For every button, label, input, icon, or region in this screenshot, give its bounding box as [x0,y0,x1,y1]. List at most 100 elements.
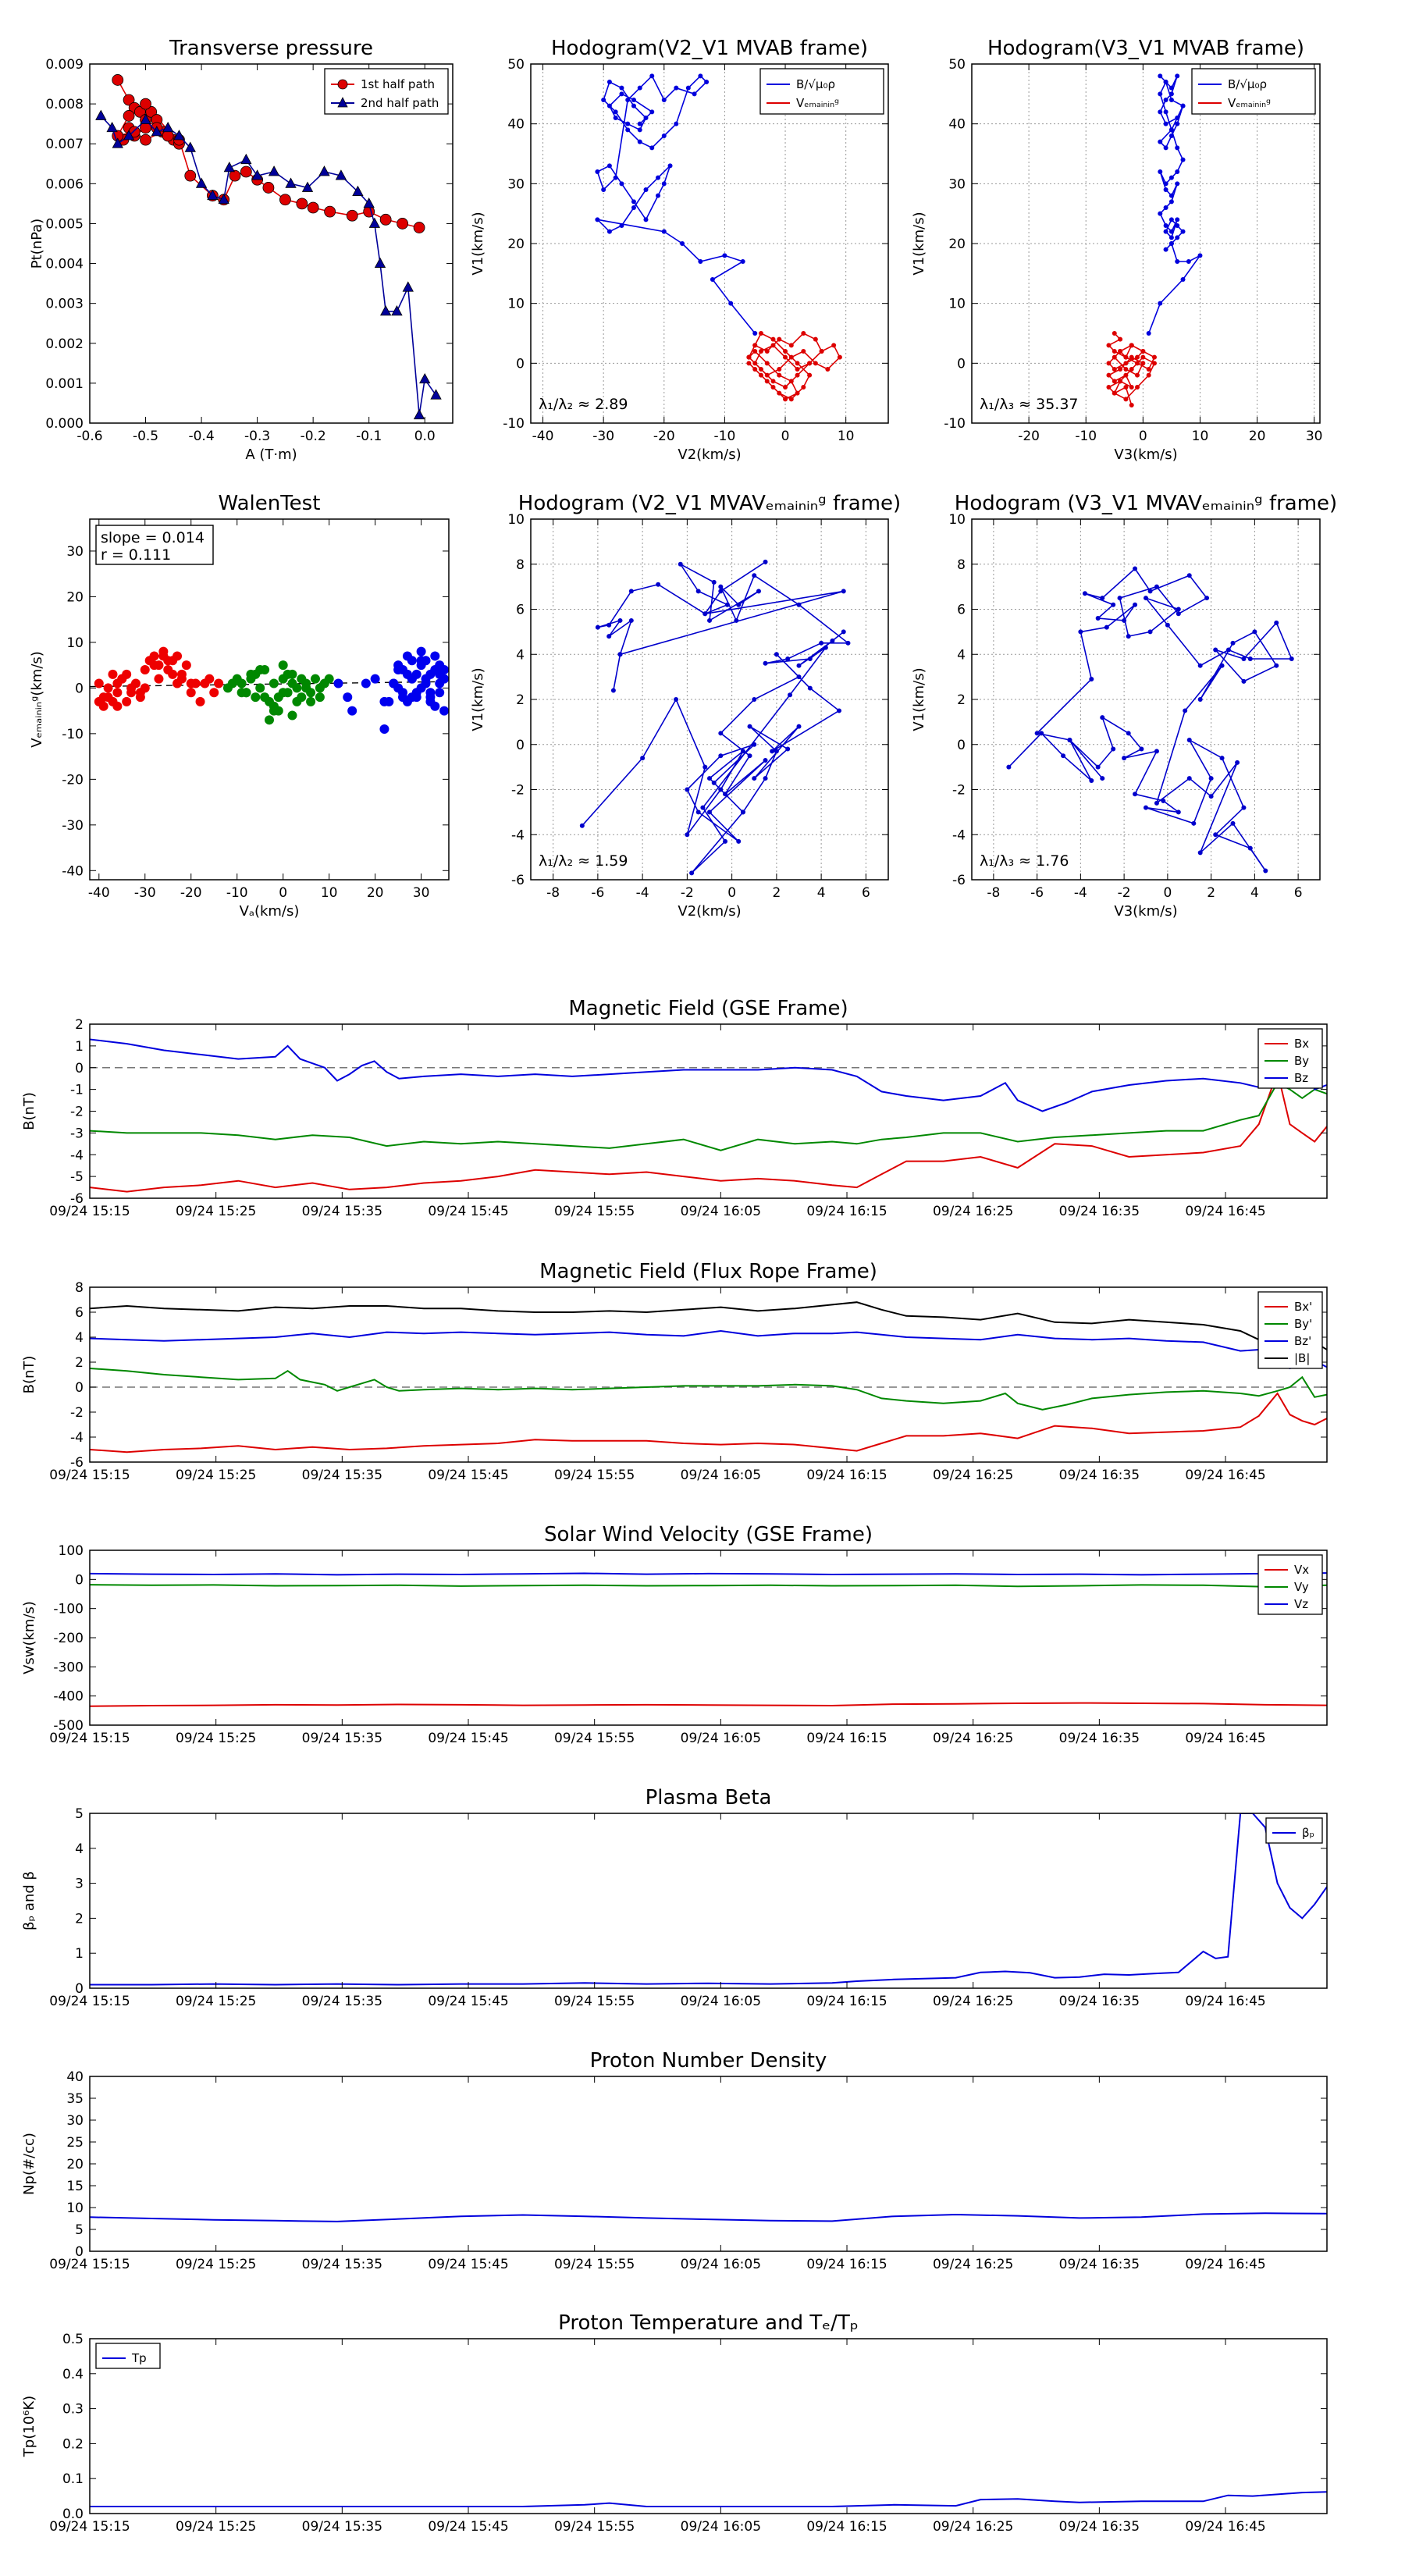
data-point [758,349,763,354]
data-point [661,133,667,138]
legend: 1st half path 2nd half path [324,68,449,115]
data-point [347,706,357,716]
data-point [656,175,661,180]
data-point [379,213,392,226]
data-point [251,692,261,703]
x-tick-label: 09/24 16:45 [1185,1994,1265,2009]
data-point [785,656,791,662]
chart-hodo_v2_mvav: Hodogram (V2_V1 MVAVₑₘₐᵢₙᵢₙᵍ frame) -8 -6 -… [470,492,901,920]
series-line [90,1813,1327,1986]
x-tick-label: 09/24 15:25 [176,2519,256,2535]
data-point [260,692,270,703]
data-point [1061,753,1066,759]
y-tick-label: -10 [944,416,966,432]
x-tick-label: -20 [180,885,202,901]
data-point [1175,169,1180,174]
y-tick-label: 20 [66,589,84,605]
legend-marker [337,79,348,90]
data-point [154,674,164,684]
y-tick-label: 0.008 [45,97,84,112]
data-point [758,331,763,336]
x-tick-label: -6 [591,885,604,901]
data-point [606,163,612,169]
data-point [1175,259,1180,264]
data-point [788,343,794,348]
y-tick-label: 1 [75,1039,84,1055]
data-point [1168,217,1174,222]
data-point [1225,647,1231,653]
data-point [1163,229,1168,234]
data-point [1112,379,1117,384]
x-tick-label: 6 [862,885,870,901]
data-point [1175,223,1180,228]
data-point [112,74,124,86]
data-point [123,110,135,122]
legend: Bx' By' Bz' |B| [1257,1291,1323,1369]
axes-frame [89,1813,1328,1989]
data-point [788,379,794,384]
x-tick-label: -0.6 [76,429,102,444]
data-point [1197,663,1203,668]
x-tick-label: 09/24 15:15 [49,2257,130,2272]
y-axis-label: Pt(nPa) [29,219,45,269]
x-tick-label: 09/24 16:35 [1059,1731,1140,1746]
plot-area [579,559,851,876]
data-point [393,660,404,671]
plot-area [595,73,842,402]
data-point [122,669,132,679]
y-axis-label: Vₑₘₐᵢₙᵢₙᵍ(km/s) [29,651,45,748]
x-tick-label: 0 [781,429,790,444]
data-point [698,259,703,264]
data-point [218,193,229,205]
x-tick-label: 09/24 15:15 [49,2519,130,2535]
data-point [251,169,263,180]
y-tick-label: 5 [75,1806,84,1822]
data-point [1039,731,1044,736]
plot-area [90,2491,1327,2507]
data-point [807,685,813,691]
data-point [135,688,145,698]
y-tick-label: -2 [70,1405,84,1421]
data-point [1219,756,1225,761]
x-tick-label: -40 [532,429,554,444]
x-tick-label: 30 [413,885,430,901]
data-point [637,85,642,91]
series-0 [94,646,224,711]
data-point [140,664,150,674]
data-point [106,121,118,133]
series-line [90,1081,1327,1151]
data-point [813,336,818,342]
chart-title: WalenTest [219,492,321,515]
data-point [361,678,371,688]
x-tick-label: 09/24 16:05 [681,1731,761,1746]
data-point [1129,354,1134,360]
data-point [379,696,389,706]
data-point [1175,217,1180,222]
y-tick-label: 2 [516,692,525,708]
data-point [1168,133,1174,138]
y-tick-label: 10 [66,635,84,651]
data-point [1168,235,1174,240]
legend-label: Bx [1294,1037,1309,1051]
y-tick-label: 20 [507,237,525,252]
x-tick-label: -6 [1030,885,1044,901]
y-tick-label: 0 [75,2244,84,2260]
annotation: λ₁/λ₃ ≈ 35.37 [980,396,1079,413]
data-point [126,688,137,698]
annotation-line: r = 0.111 [101,546,171,564]
legend-box [759,68,884,115]
data-point [94,696,104,706]
data-point [246,674,256,684]
data-point [402,651,412,661]
data-point [702,764,708,770]
axes-frame [89,2338,1328,2514]
axes-frame [530,63,889,424]
data-point [1247,845,1253,851]
data-point [1112,367,1117,372]
series-line [1008,568,1293,871]
y-tick-label: -6 [952,873,966,888]
x-tick-label: 09/24 16:45 [1185,1731,1265,1746]
x-tick-label: 09/24 15:25 [176,1731,256,1746]
y-tick-label: 10 [948,512,966,528]
